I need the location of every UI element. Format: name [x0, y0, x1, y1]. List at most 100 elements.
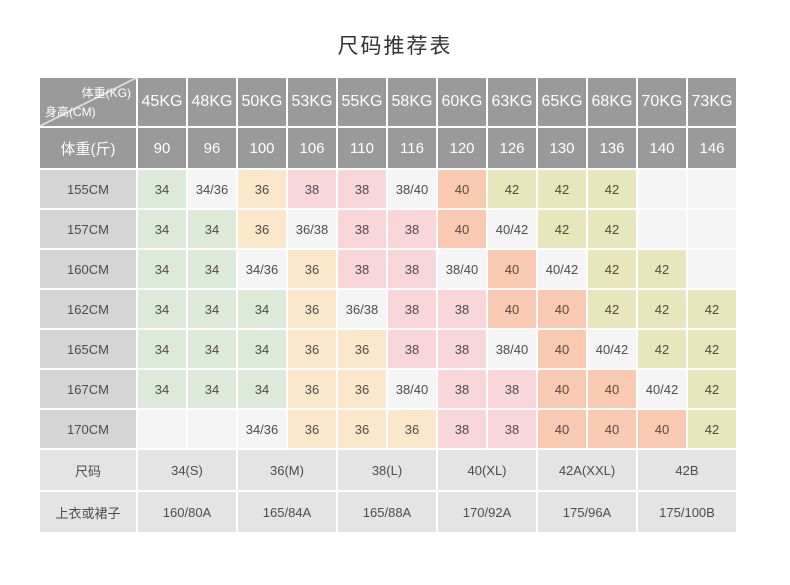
size-cell: 42	[588, 250, 636, 288]
size-cell: 42	[688, 290, 736, 328]
size-cell	[688, 210, 736, 248]
size-cell: 42	[488, 170, 536, 208]
weight-kg-header: 68KG	[588, 78, 636, 126]
corner-weight-unit-label: 体重(KG)	[81, 86, 131, 100]
weight-kg-header: 48KG	[188, 78, 236, 126]
size-cell: 36	[288, 250, 336, 288]
size-cell: 40	[538, 290, 586, 328]
size-cell: 34	[138, 210, 186, 248]
size-cell: 34	[138, 330, 186, 368]
size-row-label: 尺码	[40, 450, 136, 490]
height-row: 162CM 34 34 34 36 36/38 38 38 40 40 42 42 42	[40, 290, 736, 328]
size-cell: 38/40	[388, 170, 436, 208]
garment-spec-row: 上衣或裙子 160/80A 165/84A 165/88A 170/92A 175/96…	[40, 492, 736, 532]
size-cell: 38/40	[488, 330, 536, 368]
size-cell: 42	[638, 290, 686, 328]
size-cell: 38/40	[388, 370, 436, 408]
size-cell: 40	[638, 410, 686, 448]
weight-jin-value: 90	[138, 128, 186, 168]
size-cell: 40	[538, 370, 586, 408]
size-name-cell: 42A(XXL)	[538, 450, 636, 490]
height-label: 160CM	[40, 250, 136, 288]
size-cell: 38	[388, 250, 436, 288]
weight-kg-header-row: 体重(KG) 身高(CM) 45KG 48KG 50KG 53KG 55KG 58KG 60…	[40, 78, 736, 126]
size-cell: 38	[488, 370, 536, 408]
weight-jin-value: 136	[588, 128, 636, 168]
weight-kg-header: 53KG	[288, 78, 336, 126]
weight-jin-header-row: 体重(斤) 90 96 100 106 110 116 120 126 130 136 140 146	[40, 128, 736, 168]
weight-jin-value: 110	[338, 128, 386, 168]
height-row: 160CM 34 34 34/36 36 38 38 38/40 40 40/42 42 42	[40, 250, 736, 288]
size-cell: 38	[338, 170, 386, 208]
size-grid-body: 155CM 34 34/36 36 38 38 38/40 40 42 42 42 157CM 34 34…	[40, 170, 736, 448]
size-cell: 38/40	[438, 250, 486, 288]
size-cell: 40	[588, 410, 636, 448]
size-cell: 40	[488, 290, 536, 328]
size-cell: 38	[488, 410, 536, 448]
size-cell: 38	[438, 410, 486, 448]
size-cell: 40	[438, 170, 486, 208]
size-cell: 34	[188, 290, 236, 328]
garment-spec-cell: 165/84A	[238, 492, 336, 532]
weight-jin-value: 130	[538, 128, 586, 168]
size-cell: 34/36	[238, 250, 286, 288]
size-cell: 36	[288, 410, 336, 448]
size-cell	[688, 170, 736, 208]
height-row: 167CM 34 34 34 36 36 38/40 38 38 40 40 40/42 42	[40, 370, 736, 408]
height-label: 155CM	[40, 170, 136, 208]
weight-jin-label: 体重(斤)	[40, 128, 136, 168]
size-cell: 42	[538, 170, 586, 208]
size-name-cell: 40(XL)	[438, 450, 536, 490]
weight-kg-header: 58KG	[388, 78, 436, 126]
weight-jin-value: 140	[638, 128, 686, 168]
size-cell	[138, 410, 186, 448]
size-cell: 38	[438, 370, 486, 408]
height-row: 165CM 34 34 34 36 36 38 38 38/40 40 40/42 42 42	[40, 330, 736, 368]
weight-kg-header: 55KG	[338, 78, 386, 126]
size-name-cell: 34(S)	[138, 450, 236, 490]
page-title: 尺码推荐表	[337, 35, 453, 58]
size-cell: 38	[338, 250, 386, 288]
size-cell: 40	[588, 370, 636, 408]
size-cell: 34	[188, 210, 236, 248]
height-label: 162CM	[40, 290, 136, 328]
size-cell: 36/38	[288, 210, 336, 248]
size-cell: 40	[538, 410, 586, 448]
size-cell: 36	[338, 410, 386, 448]
size-cell: 42	[588, 290, 636, 328]
garment-spec-cell: 170/92A	[438, 492, 536, 532]
size-cell: 34/36	[238, 410, 286, 448]
size-cell: 36/38	[338, 290, 386, 328]
size-cell	[688, 250, 736, 288]
size-cell: 34	[238, 370, 286, 408]
weight-jin-value: 126	[488, 128, 536, 168]
size-cell: 34	[138, 250, 186, 288]
weight-jin-value: 106	[288, 128, 336, 168]
weight-kg-header: 73KG	[688, 78, 736, 126]
weight-jin-value: 96	[188, 128, 236, 168]
corner-cell: 体重(KG) 身高(CM)	[40, 78, 136, 126]
size-cell: 36	[338, 370, 386, 408]
size-cell: 34	[138, 290, 186, 328]
size-cell: 34/36	[188, 170, 236, 208]
height-label: 170CM	[40, 410, 136, 448]
size-cell: 34	[188, 370, 236, 408]
size-cell: 34	[188, 250, 236, 288]
size-name-cell: 42B	[638, 450, 736, 490]
size-cell: 38	[288, 170, 336, 208]
weight-kg-header: 60KG	[438, 78, 486, 126]
size-name-row: 尺码 34(S) 36(M) 38(L) 40(XL) 42A(XXL) 42B	[40, 450, 736, 490]
height-label: 157CM	[40, 210, 136, 248]
weight-kg-header: 45KG	[138, 78, 186, 126]
size-cell: 42	[688, 410, 736, 448]
weight-kg-header: 70KG	[638, 78, 686, 126]
size-cell: 34	[238, 330, 286, 368]
size-cell: 40/42	[588, 330, 636, 368]
size-cell: 34	[138, 370, 186, 408]
size-cell: 38	[388, 330, 436, 368]
garment-spec-cell: 160/80A	[138, 492, 236, 532]
height-label: 165CM	[40, 330, 136, 368]
height-label: 167CM	[40, 370, 136, 408]
size-chart-table: 体重(KG) 身高(CM) 45KG 48KG 50KG 53KG 55KG 58KG 60…	[38, 76, 738, 534]
size-cell: 36	[338, 330, 386, 368]
